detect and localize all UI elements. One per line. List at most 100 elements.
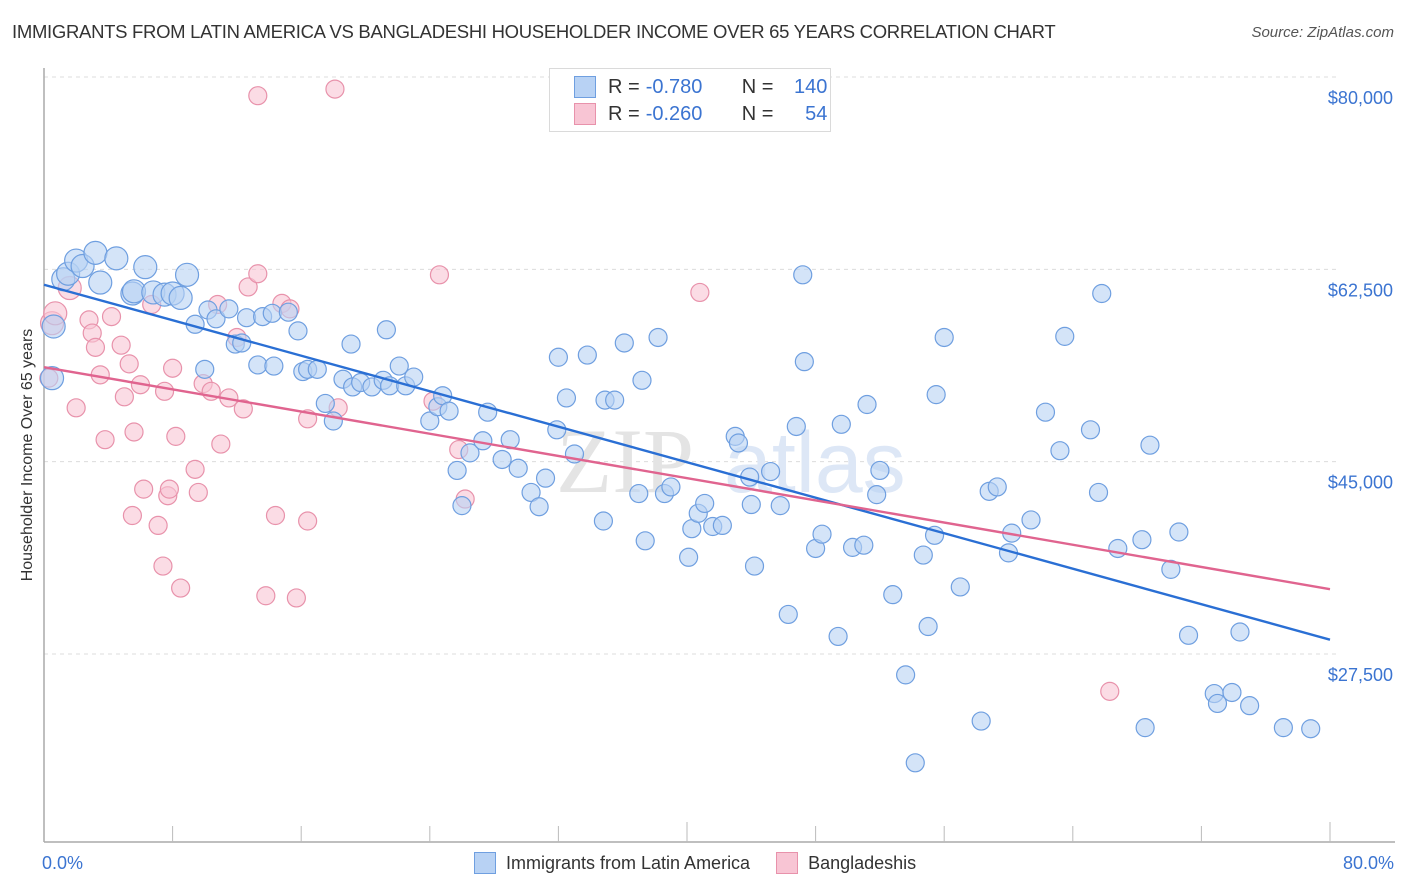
data-point <box>1140 435 1160 455</box>
data-point <box>153 556 173 576</box>
data-point <box>404 367 424 387</box>
watermark: ZIP atlas <box>556 410 906 512</box>
data-point <box>111 335 131 355</box>
data-point <box>185 459 205 479</box>
series-bangladeshis-points <box>39 79 1120 701</box>
data-point <box>66 398 86 418</box>
data-point <box>154 381 175 401</box>
data-point <box>166 426 186 446</box>
data-point <box>854 535 874 555</box>
legend-label-bangladeshis: Bangladeshis <box>808 852 917 873</box>
data-point <box>508 458 528 478</box>
data-point <box>744 556 765 576</box>
data-point <box>168 285 193 311</box>
data-point <box>211 434 231 454</box>
data-point <box>793 265 813 285</box>
axes <box>43 68 1395 843</box>
y-tick-label: $27,500 <box>1328 665 1393 685</box>
data-point <box>883 585 903 605</box>
data-point <box>134 479 154 499</box>
data-point <box>614 333 634 353</box>
data-point <box>605 390 625 410</box>
data-point <box>95 430 115 450</box>
data-point <box>171 578 191 598</box>
data-point <box>1080 420 1101 440</box>
data-point <box>85 337 106 357</box>
data-point <box>1135 718 1155 738</box>
legend-swatch-pink <box>776 852 799 874</box>
data-point <box>1178 625 1199 645</box>
data-point <box>1230 622 1250 642</box>
data-point <box>248 264 268 284</box>
y-tick-label: $45,000 <box>1328 473 1393 493</box>
legend-r-label: R = <box>608 75 640 98</box>
legend-n-value: 54 <box>805 102 828 125</box>
data-point <box>857 394 877 415</box>
data-point <box>341 334 361 354</box>
legend-row-latin-america: R = -0.780 N = 140 <box>574 75 827 99</box>
data-point <box>794 352 814 372</box>
data-point <box>233 399 253 419</box>
data-point <box>124 422 144 442</box>
data-point <box>195 359 215 379</box>
data-point <box>1088 482 1109 503</box>
data-point <box>256 586 276 606</box>
data-point <box>298 511 318 531</box>
series-latin-america-points <box>39 240 1321 773</box>
data-point <box>690 282 710 303</box>
data-point <box>741 494 761 515</box>
data-point <box>870 460 890 481</box>
legend-swatch-pink <box>574 103 596 125</box>
data-point <box>529 497 549 517</box>
data-point <box>1161 559 1181 579</box>
data-point <box>1132 530 1152 550</box>
data-point <box>786 416 806 437</box>
data-point <box>556 388 577 408</box>
data-point <box>265 505 286 526</box>
data-point <box>987 477 1007 497</box>
data-point <box>264 356 284 376</box>
data-point <box>188 482 208 503</box>
data-point <box>452 496 472 516</box>
data-point <box>460 443 480 463</box>
data-point <box>39 366 65 391</box>
data-point <box>1100 681 1120 701</box>
source-label: Source: ZipAtlas.com <box>1251 24 1394 41</box>
data-point <box>971 711 991 731</box>
y-tick-labels: $80,000 $62,500 $45,000 $27,500 <box>1328 88 1393 685</box>
data-point <box>1169 522 1189 542</box>
data-point <box>828 626 848 647</box>
data-point <box>447 460 467 481</box>
data-point <box>219 299 239 319</box>
trend-lines <box>43 283 1331 641</box>
data-point <box>695 493 715 514</box>
data-point <box>288 321 308 341</box>
data-point <box>1301 719 1321 739</box>
data-point <box>950 577 970 597</box>
data-point <box>1050 441 1070 461</box>
data-point <box>770 496 790 516</box>
data-point <box>831 414 851 434</box>
data-point <box>119 354 139 374</box>
legend-item-bangladeshis[interactable]: Bangladeshis <box>776 852 916 874</box>
data-point <box>420 411 440 431</box>
data-point <box>174 262 200 287</box>
y-tick-label: $62,500 <box>1328 280 1393 300</box>
trend-line-bangladeshis <box>43 365 1331 591</box>
data-point <box>325 79 345 99</box>
legend-n-label: N = <box>741 75 774 98</box>
legend-item-latin-america[interactable]: Immigrants from Latin America <box>474 852 750 874</box>
data-point <box>1035 402 1056 422</box>
correlation-legend: R = -0.780 N = 140 R = -0.260 N = 54 <box>549 68 831 132</box>
y-tick-label: $80,000 <box>1328 88 1393 108</box>
chart-title: IMMIGRANTS FROM LATIN AMERICA VS BANGLAD… <box>12 21 1056 42</box>
data-point <box>548 347 569 367</box>
data-point <box>1273 718 1293 738</box>
data-point <box>712 515 732 536</box>
data-point <box>1240 696 1260 716</box>
data-point <box>248 86 268 106</box>
data-point <box>286 588 306 608</box>
gridlines <box>44 76 1340 655</box>
legend-swatch-blue <box>474 852 496 874</box>
